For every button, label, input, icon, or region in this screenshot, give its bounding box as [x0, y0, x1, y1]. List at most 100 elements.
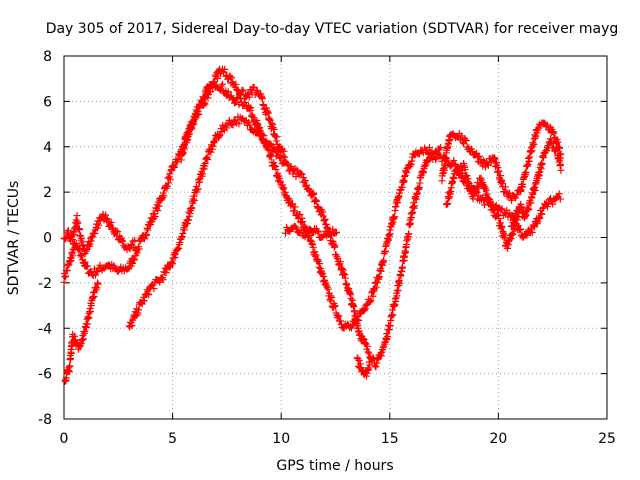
data-point — [178, 233, 186, 241]
data-point — [272, 165, 280, 173]
data-point — [555, 190, 563, 198]
data-point — [204, 155, 212, 163]
data-point — [509, 230, 517, 238]
data-point — [331, 301, 339, 309]
data-point — [367, 297, 375, 305]
data-point — [174, 155, 182, 163]
data-point — [309, 189, 317, 197]
data-point — [359, 335, 367, 343]
data-point — [347, 323, 355, 331]
data-point — [169, 162, 177, 170]
data-point — [223, 124, 231, 132]
data-point — [441, 162, 449, 170]
data-point — [437, 143, 445, 151]
data-point — [114, 228, 122, 236]
data-point — [83, 323, 91, 331]
x-tick-label: 20 — [489, 431, 507, 447]
data-point — [524, 161, 532, 169]
data-point — [491, 206, 499, 214]
data-point — [341, 274, 349, 282]
data-point — [438, 157, 446, 165]
data-point — [407, 161, 415, 169]
data-point — [328, 293, 336, 301]
data-point — [291, 203, 299, 211]
data-point — [73, 338, 81, 346]
x-tick-label: 25 — [598, 431, 616, 447]
data-point — [66, 362, 74, 370]
data-point — [171, 253, 179, 261]
data-point — [312, 196, 320, 204]
data-point — [167, 259, 175, 267]
data-point — [291, 223, 299, 231]
grid-layer — [64, 56, 607, 419]
data-point — [442, 157, 450, 165]
data-point — [159, 193, 167, 201]
data-point — [549, 200, 557, 208]
data-point — [296, 210, 304, 218]
data-point — [77, 341, 85, 349]
data-point — [72, 239, 80, 247]
data-point — [83, 320, 91, 328]
data-point — [172, 250, 180, 258]
data-point — [210, 79, 218, 87]
data-point — [543, 203, 551, 211]
data-point — [515, 226, 523, 234]
data-point — [264, 109, 272, 117]
data-point — [221, 65, 229, 73]
data-point — [483, 160, 491, 168]
data-point — [369, 292, 377, 300]
data-point — [266, 140, 274, 148]
data-point — [301, 233, 309, 241]
data-point — [319, 208, 327, 216]
data-point — [347, 295, 355, 303]
data-point — [67, 355, 75, 363]
data-point — [469, 195, 477, 203]
data-point — [528, 229, 536, 237]
y-tick-label: 2 — [43, 185, 52, 201]
data-point — [165, 179, 173, 187]
data-point — [187, 125, 195, 133]
data-point — [293, 166, 301, 174]
data-point — [178, 233, 186, 241]
data-point — [550, 140, 558, 148]
data-point — [144, 226, 152, 234]
data-point — [408, 157, 416, 165]
y-tick-label: -4 — [38, 321, 52, 337]
data-point — [495, 215, 503, 223]
data-point — [190, 197, 198, 205]
data-point — [267, 151, 275, 159]
data-point — [405, 230, 413, 238]
data-point — [389, 311, 397, 319]
data-point — [162, 269, 170, 277]
data-point — [229, 121, 237, 129]
data-point — [77, 339, 85, 347]
chart-title: Day 305 of 2017, Sidereal Day-to-day VTE… — [46, 21, 619, 37]
data-point — [84, 262, 92, 270]
data-point — [498, 205, 506, 213]
data-point — [134, 309, 142, 317]
data-point — [239, 87, 247, 95]
data-point — [202, 154, 210, 162]
data-point — [70, 231, 78, 239]
data-point — [507, 196, 515, 204]
data-point — [64, 226, 72, 234]
data-point — [320, 217, 328, 225]
data-point — [226, 72, 234, 80]
data-point — [435, 145, 443, 153]
data-point — [231, 99, 239, 107]
data-point — [95, 221, 103, 229]
data-point — [549, 128, 557, 136]
data-point — [142, 231, 150, 239]
data-point — [94, 280, 102, 288]
data-point — [144, 290, 152, 298]
y-axis-label: SDTVAR / TECUs — [6, 181, 22, 296]
data-point — [60, 278, 68, 286]
data-point — [426, 144, 434, 152]
data-point — [531, 186, 539, 194]
data-point — [143, 231, 151, 239]
data-point — [557, 166, 565, 174]
data-point — [553, 144, 561, 152]
data-point — [145, 291, 153, 299]
data-point — [514, 222, 522, 230]
data-point — [86, 308, 94, 316]
